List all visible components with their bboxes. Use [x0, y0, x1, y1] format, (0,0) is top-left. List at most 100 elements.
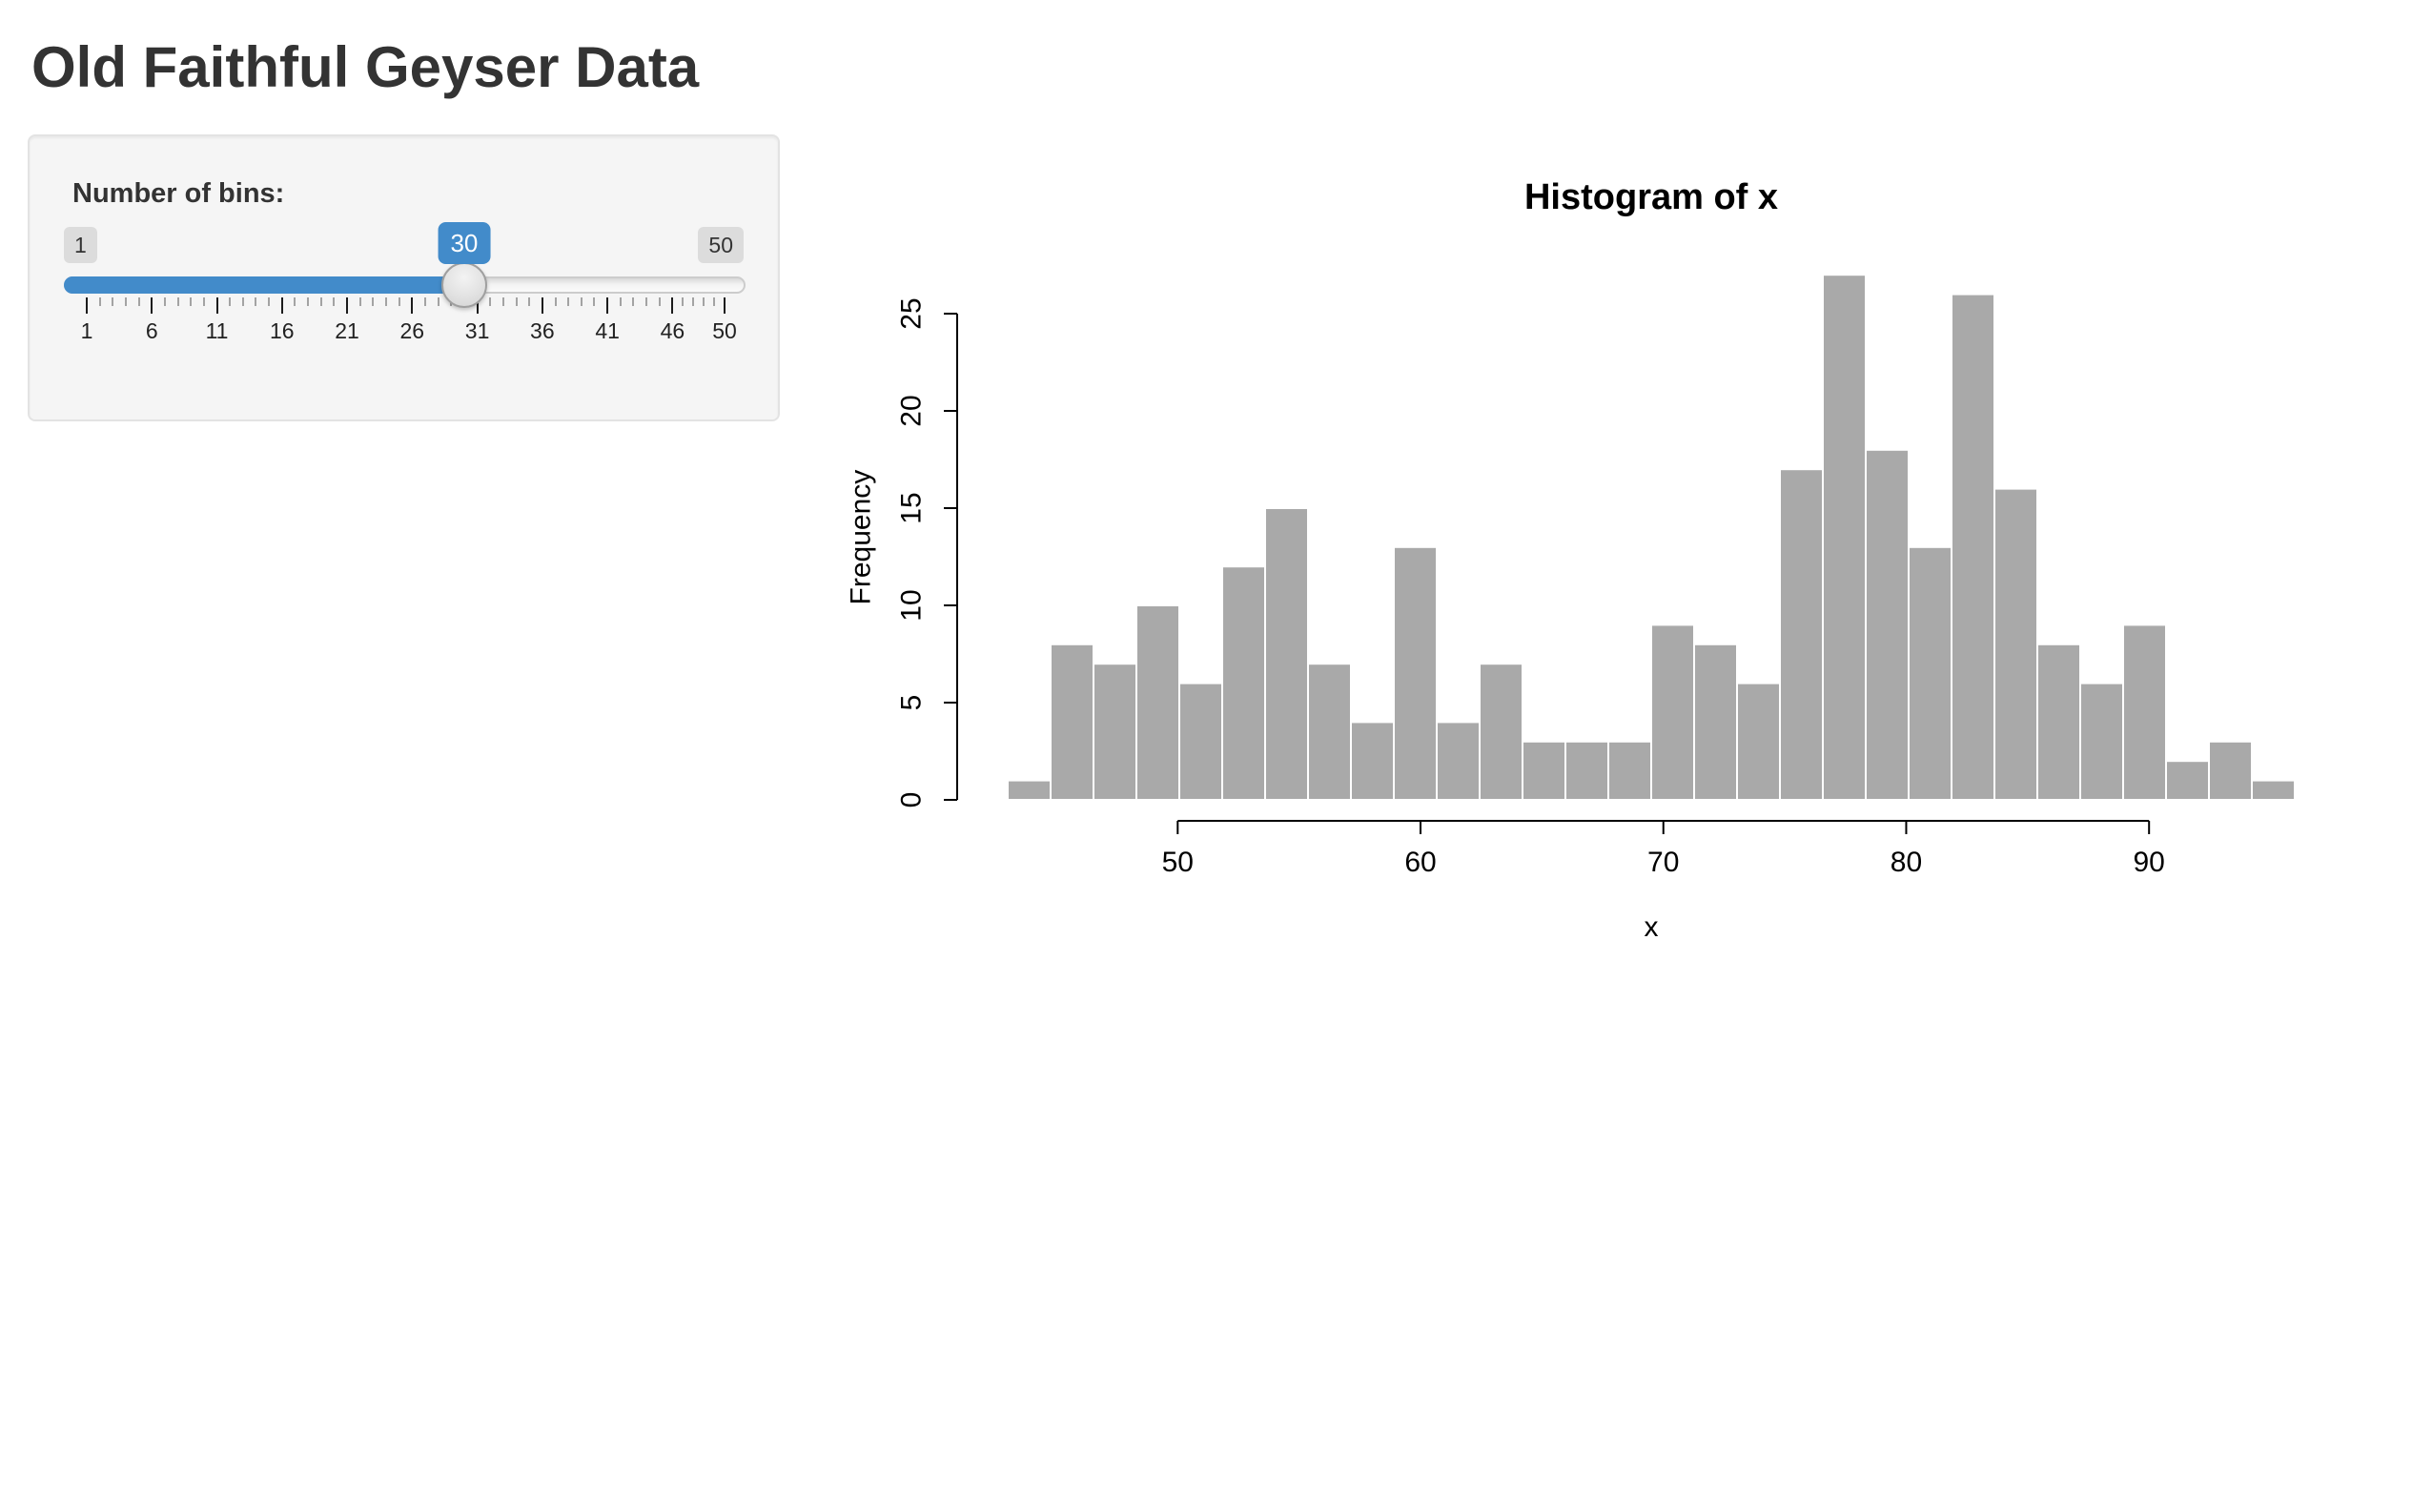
slider-minor-tick — [268, 297, 271, 306]
slider-minor-tick — [398, 297, 400, 306]
x-tick-label: 60 — [1404, 847, 1436, 878]
slider-minor-tick — [137, 297, 140, 306]
histogram-bar — [1564, 740, 1609, 801]
x-tick-label: 50 — [1162, 847, 1194, 878]
slider-minor-tick — [255, 297, 257, 306]
slider-minor-tick — [593, 297, 596, 306]
slider-minor-tick — [501, 297, 504, 306]
slider-major-tick — [280, 297, 283, 314]
slider-label: Number of bins: — [72, 178, 285, 209]
slider-minor-tick — [176, 297, 179, 306]
histogram-bar — [1436, 721, 1481, 802]
slider-major-tick — [671, 297, 674, 314]
slider-minor-tick — [515, 297, 518, 306]
slider-minor-tick — [554, 297, 557, 306]
histogram-bar — [1350, 721, 1395, 802]
histogram-bar — [1307, 663, 1352, 802]
slider-minor-tick — [124, 297, 127, 306]
slider-major-tick — [346, 297, 349, 314]
slider-minor-tick — [307, 297, 310, 306]
y-tick-label: 25 — [896, 297, 928, 329]
slider-tick-label: 41 — [595, 318, 620, 343]
histogram-bar — [1007, 779, 1052, 801]
slider-minor-tick — [682, 297, 685, 306]
histogram-bar — [2208, 740, 2253, 801]
sidebar-panel: Number of bins: 1 50 30 1 6 11 16 21 26 31 36 41… — [28, 134, 780, 421]
slider-minor-tick — [645, 297, 648, 306]
histogram-bar — [1479, 663, 1523, 802]
slider-minor-tick — [385, 297, 388, 306]
slider-minor-tick — [319, 297, 322, 306]
histogram-bar — [1607, 740, 1652, 801]
y-tick-label: 0 — [896, 792, 928, 808]
histogram-bar — [1779, 468, 1824, 801]
histogram-bar — [1993, 487, 2038, 801]
chart-title: Histogram of x — [1524, 177, 1778, 217]
slider-minor-tick — [703, 297, 705, 306]
slider-minor-tick — [692, 297, 695, 306]
slider-major-tick — [476, 297, 479, 314]
slider-tick-label: 21 — [335, 318, 359, 343]
slider-major-tick — [724, 297, 726, 314]
histogram-bar — [1522, 740, 1566, 801]
histogram-bar — [1093, 663, 1137, 802]
slider-minor-tick — [333, 297, 336, 306]
slider-minor-tick — [241, 297, 244, 306]
histogram-bar — [2251, 779, 2296, 801]
slider-handle[interactable] — [440, 262, 487, 308]
histogram-bar — [1393, 545, 1438, 801]
slider-minor-tick — [580, 297, 583, 306]
x-axis-title: x — [1645, 911, 1659, 943]
slider-minor-tick — [112, 297, 114, 306]
slider-minor-tick — [567, 297, 570, 306]
histogram-bar — [1693, 643, 1738, 801]
histogram-bar — [1135, 604, 1180, 801]
slider-value-badge: 30 — [438, 222, 491, 264]
y-tick-label: 20 — [896, 395, 928, 426]
x-tick-label: 90 — [2133, 847, 2164, 878]
slider-major-tick — [541, 297, 543, 314]
slider-minor-tick — [294, 297, 296, 306]
slider-tick-label: 46 — [660, 318, 685, 343]
histogram-bar — [1050, 643, 1094, 801]
histogram-bar — [1264, 507, 1309, 801]
slider-tick-label: 50 — [712, 318, 737, 343]
slider-minor-tick — [202, 297, 205, 306]
slider-tick-label: 6 — [145, 318, 158, 343]
slider-minor-tick — [163, 297, 166, 306]
slider-minor-tick — [358, 297, 361, 306]
histogram-bar — [2122, 623, 2167, 802]
slider-major-tick — [151, 297, 153, 314]
histogram-bar — [2165, 760, 2210, 802]
slider-major-tick — [215, 297, 218, 314]
slider-min-badge: 1 — [64, 227, 97, 263]
y-tick-label: 10 — [896, 589, 928, 621]
y-tick-label: 15 — [896, 492, 928, 523]
slider-minor-tick — [528, 297, 531, 306]
page-title: Old Faithful Geyser Data — [31, 35, 700, 99]
histogram-bar — [1178, 682, 1223, 801]
histogram-bar — [2036, 643, 2081, 801]
y-axis-title: Frequency — [846, 470, 877, 605]
slider-major-tick — [411, 297, 414, 314]
slider-tick-label: 1 — [80, 318, 93, 343]
slider-minor-tick — [658, 297, 661, 306]
slider-tick-label: 31 — [464, 318, 490, 343]
slider-major-tick — [606, 297, 609, 314]
slider-minor-tick — [372, 297, 375, 306]
slider-tick-label: 16 — [269, 318, 295, 343]
histogram-bar — [1736, 682, 1781, 801]
histogram-bar — [1951, 293, 1995, 802]
slider-minor-tick — [632, 297, 635, 306]
histogram-bar — [1650, 623, 1695, 802]
histogram-bar — [1221, 565, 1266, 802]
histogram-bar — [1822, 274, 1867, 801]
histogram-bar — [1865, 448, 1910, 801]
slider-minor-tick — [489, 297, 492, 306]
slider-major-tick — [86, 297, 88, 314]
y-tick-label: 5 — [896, 695, 928, 711]
slider-tick-label: 36 — [530, 318, 555, 343]
histogram-bar — [1908, 545, 1952, 801]
